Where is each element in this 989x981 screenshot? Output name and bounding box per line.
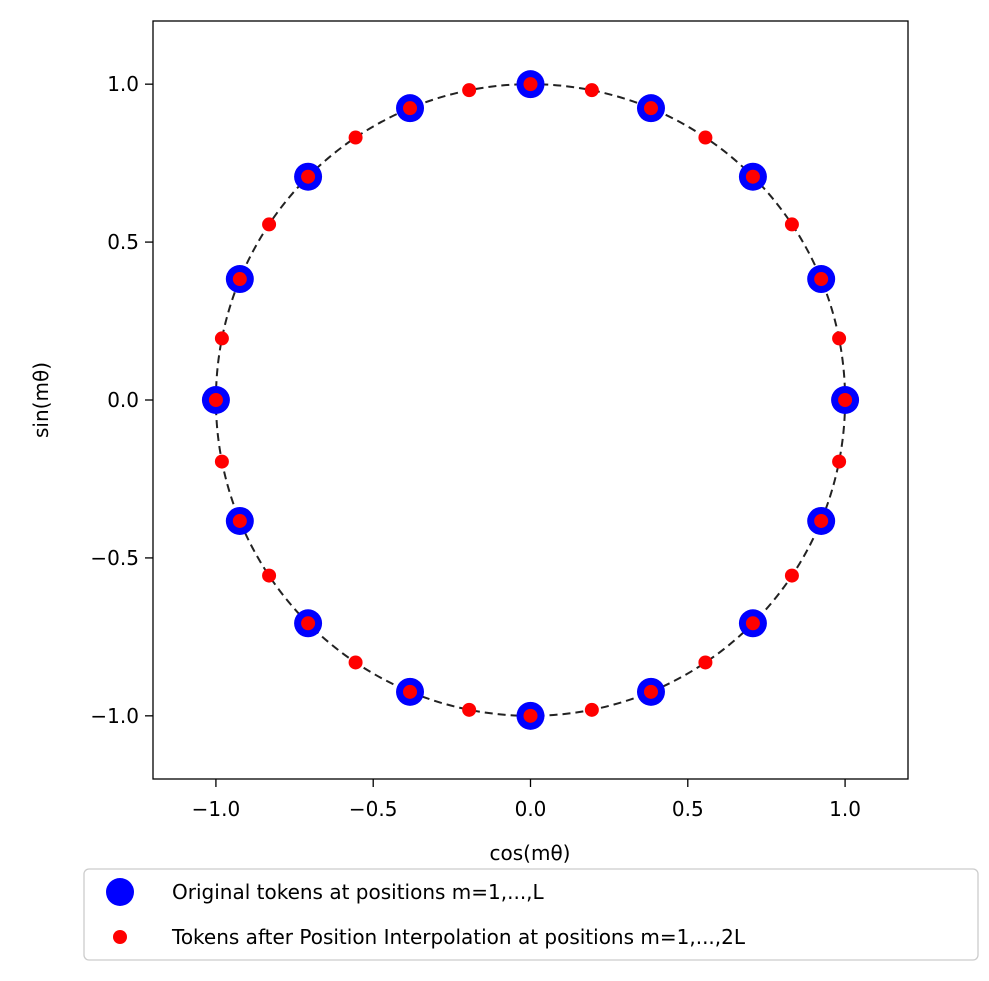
legend-marker-original: [106, 878, 134, 906]
x-tick-label: 0.0: [515, 797, 547, 821]
legend-box: [83, 868, 979, 961]
interpolated-token-point: [523, 77, 538, 92]
legend: Original tokens at positions m=1,...,L T…: [83, 868, 979, 961]
interpolated-token-point: [745, 169, 760, 184]
interpolated-token-point: [643, 101, 658, 116]
interpolated-token-point: [523, 708, 538, 723]
x-axis: −1.0 −0.5 0.0 0.5 1.0: [192, 779, 861, 821]
interpolated-token-point: [403, 101, 418, 116]
interpolated-token-point: [462, 83, 477, 98]
interpolated-token-point: [214, 454, 229, 469]
interpolated-token-point: [838, 393, 853, 407]
interpolated-token-point: [643, 684, 658, 699]
interpolated-token-point: [784, 568, 799, 583]
y-tick-label: −0.5: [90, 546, 139, 570]
interpolated-token-point: [348, 130, 363, 145]
y-tick-label: −1.0: [90, 704, 139, 728]
legend-label-original: Original tokens at positions m=1,...,L: [172, 880, 545, 904]
series-1: [208, 77, 853, 723]
interpolated-token-point: [832, 454, 847, 469]
x-tick-label: −0.5: [349, 797, 398, 821]
interpolated-token-point: [262, 568, 277, 583]
x-tick-label: −1.0: [192, 797, 241, 821]
series-0: [201, 70, 860, 730]
interpolated-token-point: [301, 616, 316, 631]
interpolated-token-point: [584, 702, 599, 717]
interpolated-token-point: [262, 217, 277, 232]
x-tick-label: 0.5: [672, 797, 704, 821]
interpolated-token-point: [301, 169, 316, 184]
interpolated-token-point: [232, 272, 247, 287]
points-layer: [201, 70, 860, 730]
legend-marker-interpolated: [113, 930, 127, 944]
interpolated-token-point: [784, 217, 799, 232]
legend-label-interpolated: Tokens after Position Interpolation at p…: [171, 925, 746, 949]
y-tick-label: 0.0: [107, 388, 139, 412]
interpolated-token-point: [214, 331, 229, 346]
interpolated-token-point: [348, 655, 363, 670]
y-axis: −1.0 −0.5 0.0 0.5 1.0: [90, 72, 153, 728]
interpolated-token-point: [232, 513, 247, 528]
interpolated-token-point: [814, 272, 829, 287]
interpolated-token-point: [745, 616, 760, 631]
interpolated-token-point: [403, 684, 418, 699]
interpolated-token-point: [698, 655, 713, 670]
y-tick-label: 1.0: [107, 72, 139, 96]
x-axis-label: cos(mθ): [490, 841, 571, 865]
interpolated-token-point: [208, 393, 223, 407]
interpolated-token-point: [584, 83, 599, 98]
interpolated-token-point: [462, 702, 477, 717]
plot-area: [152, 20, 909, 780]
y-axis-label: sin(mθ): [29, 362, 53, 438]
interpolated-token-point: [814, 513, 829, 528]
interpolated-token-point: [698, 130, 713, 145]
y-tick-label: 0.5: [107, 230, 139, 254]
x-tick-label: 1.0: [829, 797, 861, 821]
interpolated-token-point: [832, 331, 847, 346]
